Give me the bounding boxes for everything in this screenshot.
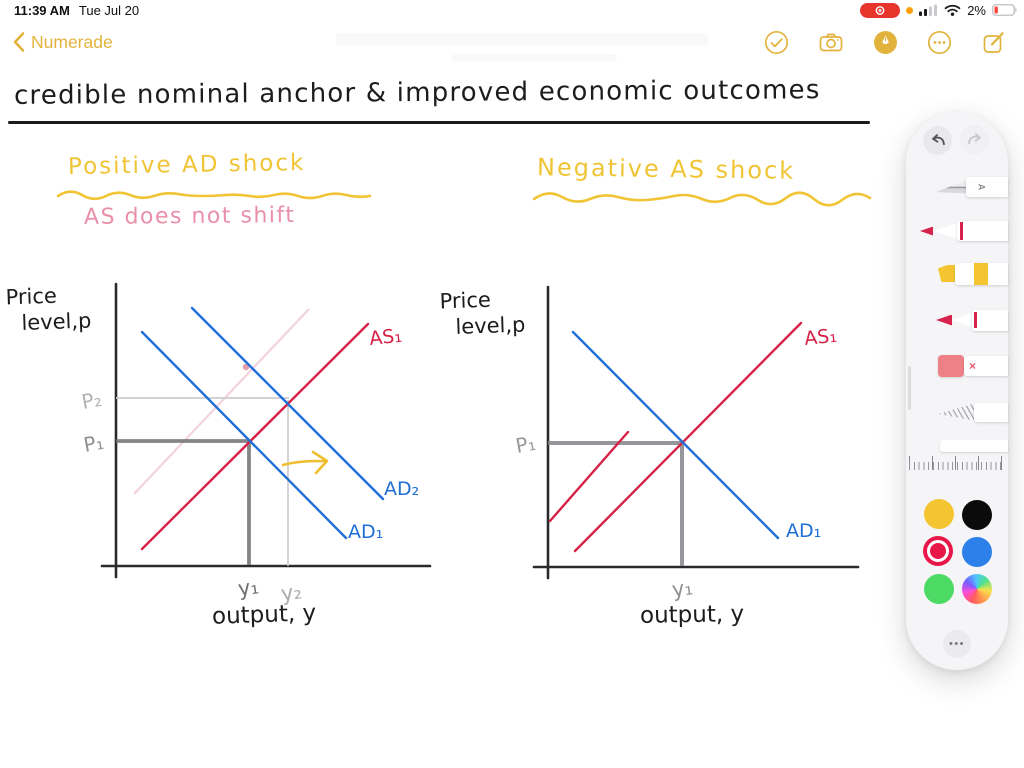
as1-curve xyxy=(140,322,370,551)
check-circle-icon[interactable] xyxy=(763,29,790,56)
color-swatch-rainbow[interactable] xyxy=(962,574,992,604)
ghost-as-line xyxy=(133,308,310,495)
ghost-text-line xyxy=(452,54,617,62)
ruler-ticks-icon xyxy=(909,454,1004,470)
shift-right-arrow xyxy=(281,450,329,475)
y1-tick-label: y₁ xyxy=(670,575,694,602)
ad1-curve xyxy=(140,330,348,540)
fine-red-pen-tool-selected[interactable] xyxy=(920,219,1008,243)
red-tip-icon xyxy=(920,226,933,236)
left-diagram: AS₁ AD₂ AD₁ P₂ P₁ y₁ y₂ xyxy=(80,282,432,606)
color-swatch-yellow[interactable] xyxy=(924,499,954,529)
pen-cone xyxy=(933,223,957,239)
ad1-curve xyxy=(571,330,780,540)
palette-scroll-hint xyxy=(908,366,911,410)
nav-toolbar xyxy=(763,29,1007,56)
color-swatch-blue[interactable] xyxy=(962,537,992,567)
status-bar: 11:39 AM Tue Jul 20 2% xyxy=(0,0,1024,20)
tool-palette: A × xyxy=(906,112,1008,670)
ghost-intersection-dot xyxy=(242,363,250,371)
back-button[interactable]: Numerade xyxy=(12,31,113,53)
right-section-heading: Negative AS shock xyxy=(536,153,796,185)
red-band xyxy=(960,222,963,240)
title-underline xyxy=(8,121,870,124)
lasso-hatch-icon xyxy=(938,403,974,421)
left-wavy-underline xyxy=(56,190,372,201)
left-section-heading: Positive AD shock xyxy=(67,149,306,181)
highlighter-tip-icon xyxy=(938,265,955,282)
camera-icon[interactable] xyxy=(817,29,845,56)
ruler-tool[interactable] xyxy=(940,440,1008,452)
undo-icon xyxy=(931,133,945,145)
back-label: Numerade xyxy=(31,31,113,52)
redo-icon xyxy=(967,132,981,144)
redo-button[interactable] xyxy=(960,125,989,154)
pen-a-badge: A xyxy=(976,183,987,191)
red-tip-icon xyxy=(936,314,952,326)
ad2-label: AD₂ xyxy=(384,478,419,500)
right-x-axis-label: output, y xyxy=(639,601,745,629)
screen-recording-icon[interactable] xyxy=(860,2,901,18)
red-band xyxy=(974,312,977,328)
status-right: 2% xyxy=(860,2,1018,18)
left-section-subheading: AS does not shift xyxy=(83,203,296,230)
p1-label: P₁ xyxy=(82,430,106,457)
ghost-text-line xyxy=(336,33,708,46)
color-swatch-red-selected[interactable] xyxy=(923,536,953,566)
y1-tick-label: y₁ xyxy=(236,574,260,601)
palette-more-button[interactable]: ••• xyxy=(943,630,971,658)
as2-partial-curve xyxy=(548,430,630,523)
left-x-axis-label: output, y xyxy=(211,600,317,630)
wifi-icon xyxy=(944,4,961,16)
status-left: 11:39 AM Tue Jul 20 xyxy=(14,3,139,18)
eraser-tool[interactable]: × xyxy=(938,354,1008,378)
eraser-x-glyph: × xyxy=(969,359,977,373)
ad2-curve xyxy=(190,306,385,501)
battery-percent: 2% xyxy=(967,2,986,18)
eraser-block-icon xyxy=(938,355,964,377)
ad1-label: AD₁ xyxy=(348,521,383,543)
as1-curve xyxy=(573,321,803,553)
yellow-highlighter-tool[interactable] xyxy=(938,261,1008,286)
y2-tick-label: y₂ xyxy=(279,579,303,606)
p2-label: P₂ xyxy=(80,387,104,414)
yellow-band xyxy=(974,262,988,285)
ad1-label: AD₁ xyxy=(786,520,821,542)
mic-indicator-dot xyxy=(906,6,914,14)
as1-label: AS₁ xyxy=(368,325,403,350)
marker-tool-active-icon[interactable] xyxy=(872,29,899,56)
clock: 11:39 AM xyxy=(14,3,70,18)
color-swatch-green[interactable] xyxy=(924,574,954,604)
color-swatch-black[interactable] xyxy=(962,500,992,530)
note-title: credible nominal anchor & improved econo… xyxy=(13,75,821,111)
pen-cone xyxy=(952,312,972,328)
date: Tue Jul 20 xyxy=(78,3,140,18)
p1-label: P₁ xyxy=(514,431,538,458)
cellular-icon xyxy=(919,4,938,16)
red-marker-tool[interactable] xyxy=(936,308,1008,332)
right-diagram: AS₁ AD₁ P₁ y₁ xyxy=(514,285,860,602)
lasso-tool[interactable] xyxy=(938,401,1008,423)
battery-icon xyxy=(992,4,1017,16)
more-options-icon[interactable] xyxy=(926,29,953,56)
undo-button[interactable] xyxy=(923,126,952,155)
as1-label: AS₁ xyxy=(803,325,838,350)
selected-ring xyxy=(927,540,949,562)
right-wavy-underline xyxy=(532,191,872,207)
fountain-pen-tool[interactable]: A xyxy=(936,175,1008,199)
fountain-nib-icon xyxy=(936,180,966,194)
back-chevron-icon xyxy=(13,32,25,52)
compose-icon[interactable] xyxy=(980,29,1007,56)
